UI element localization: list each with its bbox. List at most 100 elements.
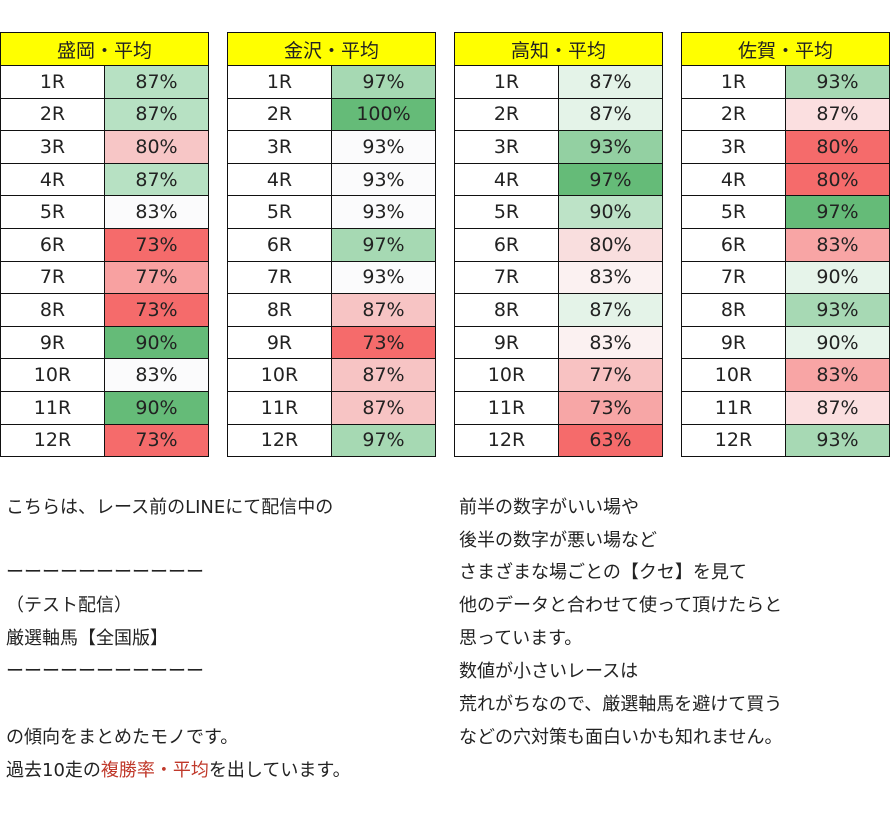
right-text-line-1: 前半の数字がいい場や xyxy=(459,497,639,518)
table-row: 5R 90% xyxy=(454,195,663,229)
race-cell: 10R xyxy=(454,358,559,392)
race-cell: 1R xyxy=(681,65,786,99)
race-cell: 2R xyxy=(227,97,332,132)
race-cell: 2R xyxy=(681,97,786,132)
table-kochi: 高知・平均 1R 87% 2R 87% 3R 93% 4R 97% 5R 90% 6R 80% 7R 83%… xyxy=(454,32,663,458)
table-row: 1R 93% xyxy=(681,65,890,99)
table-row: 5R 83% xyxy=(0,195,209,229)
table-row: 4R 80% xyxy=(681,162,890,197)
table-row: 9R 90% xyxy=(681,325,890,360)
table-row: 10R 87% xyxy=(227,358,436,392)
race-cell: 2R xyxy=(0,97,105,132)
race-cell: 9R xyxy=(0,325,105,360)
left-text-line-1: こちらは、レース前のLINEにて配信中の xyxy=(6,497,334,518)
race-cell: 8R xyxy=(0,293,105,327)
value-cell: 63% xyxy=(558,423,663,458)
table-morioka: 盛岡・平均 1R 87% 2R 87% 3R 80% 4R 87% 5R 83% 6R 73% 7R 77%… xyxy=(0,32,209,458)
race-cell: 10R xyxy=(227,358,332,392)
table-row: 5R 93% xyxy=(227,195,436,229)
race-cell: 7R xyxy=(227,260,332,295)
value-cell: 73% xyxy=(104,227,209,262)
value-cell: 97% xyxy=(331,227,436,262)
value-cell: 83% xyxy=(104,358,209,392)
value-cell: 90% xyxy=(785,260,890,295)
race-cell: 1R xyxy=(0,65,105,99)
race-cell: 12R xyxy=(681,423,786,458)
value-cell: 83% xyxy=(785,358,890,392)
table-title: 金沢・平均 xyxy=(227,32,436,66)
right-text-line-6: 数値が小さいレースは xyxy=(459,661,639,682)
left-text-line-2: ーーーーーーーーーーー xyxy=(6,562,204,583)
race-cell: 4R xyxy=(0,162,105,197)
race-cell: 7R xyxy=(0,260,105,295)
race-cell: 6R xyxy=(454,227,559,262)
table-title: 佐賀・平均 xyxy=(681,32,890,66)
table-row: 9R 73% xyxy=(227,325,436,360)
table-row: 11R 87% xyxy=(681,390,890,425)
value-cell: 73% xyxy=(558,390,663,425)
table-row: 6R 73% xyxy=(0,227,209,262)
race-cell: 10R xyxy=(681,358,786,392)
value-cell: 93% xyxy=(331,162,436,197)
value-cell: 87% xyxy=(785,97,890,132)
value-cell: 90% xyxy=(104,390,209,425)
table-row: 8R 87% xyxy=(454,293,663,327)
value-cell: 83% xyxy=(785,227,890,262)
race-cell: 1R xyxy=(227,65,332,99)
table-row: 1R 87% xyxy=(0,65,209,99)
value-cell: 93% xyxy=(558,130,663,164)
value-cell: 90% xyxy=(785,325,890,360)
right-text-line-8: などの穴対策も面白いかも知れません。 xyxy=(459,727,783,748)
table-row: 2R 87% xyxy=(454,97,663,132)
value-cell: 87% xyxy=(331,293,436,327)
table-saga: 佐賀・平均 1R 93% 2R 87% 3R 80% 4R 80% 5R 97% 6R 83% 7R 90%… xyxy=(681,32,890,458)
table-row: 8R 87% xyxy=(227,293,436,327)
right-text-line-5: 思っています。 xyxy=(459,628,583,649)
race-cell: 8R xyxy=(227,293,332,327)
race-cell: 3R xyxy=(454,130,559,164)
table-row: 1R 87% xyxy=(454,65,663,99)
table-row: 7R 77% xyxy=(0,260,209,295)
value-cell: 90% xyxy=(104,325,209,360)
table-title: 盛岡・平均 xyxy=(0,32,209,66)
race-cell: 7R xyxy=(454,260,559,295)
table-row: 11R 87% xyxy=(227,390,436,425)
value-cell: 83% xyxy=(558,325,663,360)
race-cell: 11R xyxy=(454,390,559,425)
race-cell: 3R xyxy=(0,130,105,164)
value-cell: 93% xyxy=(331,260,436,295)
value-cell: 97% xyxy=(331,65,436,99)
race-cell: 4R xyxy=(681,162,786,197)
value-cell: 83% xyxy=(104,195,209,229)
race-cell: 6R xyxy=(227,227,332,262)
value-cell: 93% xyxy=(785,293,890,327)
line7-pre: 過去10走の xyxy=(6,760,101,781)
value-cell: 100% xyxy=(331,97,436,132)
race-cell: 8R xyxy=(681,293,786,327)
race-cell: 2R xyxy=(454,97,559,132)
race-cell: 11R xyxy=(0,390,105,425)
value-cell: 87% xyxy=(104,97,209,132)
table-row: 10R 83% xyxy=(0,358,209,392)
value-cell: 87% xyxy=(104,65,209,99)
race-cell: 6R xyxy=(681,227,786,262)
left-text-line-7: 過去10走の複勝率・平均を出しています。 xyxy=(6,755,351,788)
race-cell: 7R xyxy=(681,260,786,295)
value-cell: 97% xyxy=(331,423,436,458)
table-row: 7R 90% xyxy=(681,260,890,295)
table-row: 8R 93% xyxy=(681,293,890,327)
value-cell: 83% xyxy=(558,260,663,295)
race-cell: 10R xyxy=(0,358,105,392)
value-cell: 87% xyxy=(558,97,663,132)
table-row: 3R 80% xyxy=(681,130,890,164)
table-row: 11R 73% xyxy=(454,390,663,425)
left-text-line-3: （テスト配信） xyxy=(6,595,132,616)
race-cell: 3R xyxy=(227,130,332,164)
race-cell: 5R xyxy=(681,195,786,229)
race-cell: 5R xyxy=(227,195,332,229)
table-row: 11R 90% xyxy=(0,390,209,425)
table-row: 4R 93% xyxy=(227,162,436,197)
value-cell: 87% xyxy=(785,390,890,425)
race-cell: 5R xyxy=(454,195,559,229)
value-cell: 93% xyxy=(331,130,436,164)
